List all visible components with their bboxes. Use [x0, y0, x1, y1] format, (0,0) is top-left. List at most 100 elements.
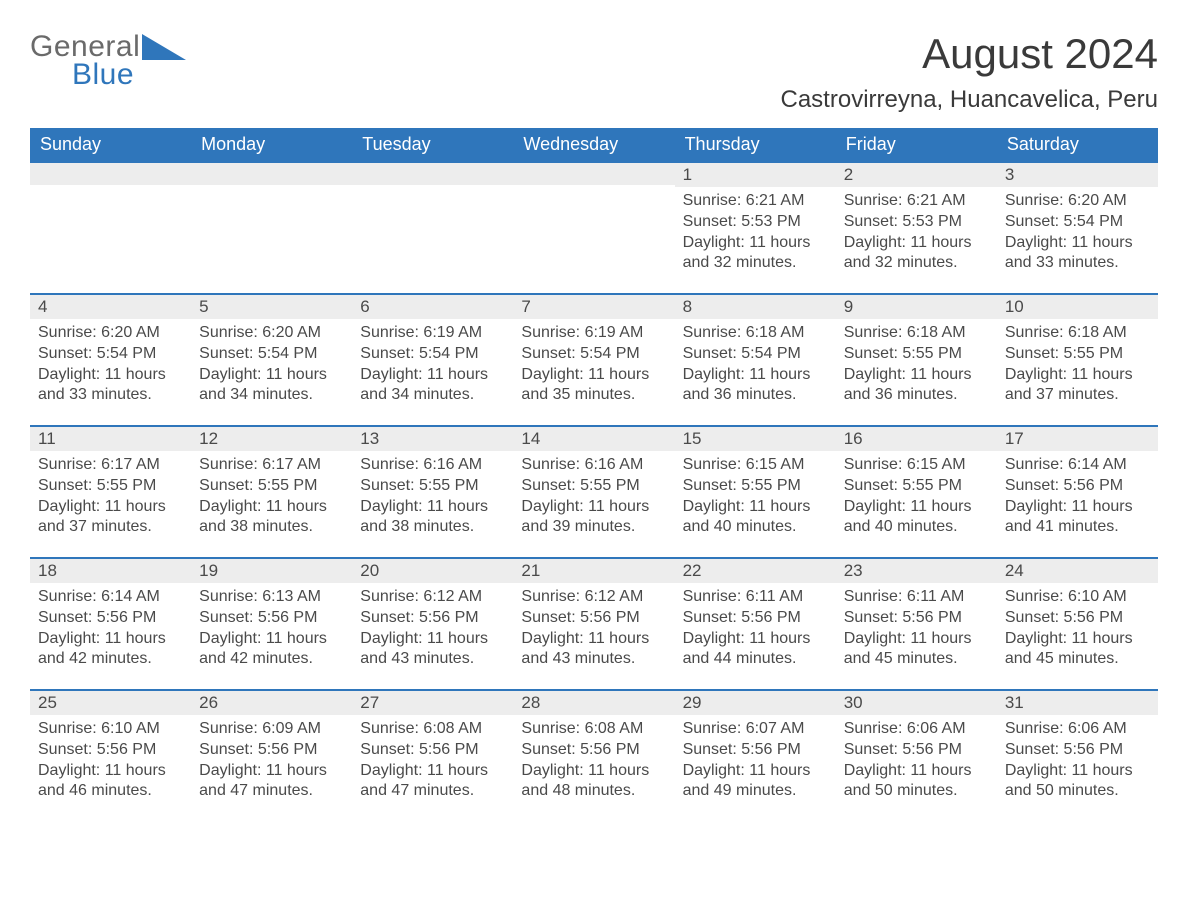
day-number-bar: 15 [675, 425, 836, 451]
calendar-day-cell: 7Sunrise: 6:19 AMSunset: 5:54 PMDaylight… [513, 293, 674, 425]
sunrise-text: Sunrise: 6:11 AM [683, 587, 828, 608]
calendar-day-cell: 10Sunrise: 6:18 AMSunset: 5:55 PMDayligh… [997, 293, 1158, 425]
calendar-day-cell: 27Sunrise: 6:08 AMSunset: 5:56 PMDayligh… [352, 689, 513, 821]
day-details: Sunrise: 6:08 AMSunset: 5:56 PMDaylight:… [513, 715, 674, 808]
day-details: Sunrise: 6:20 AMSunset: 5:54 PMDaylight:… [191, 319, 352, 412]
sunset-text: Sunset: 5:54 PM [360, 344, 505, 365]
weekday-header: Saturday [997, 128, 1158, 161]
daylight-line2: and 43 minutes. [521, 649, 666, 670]
daylight-line1: Daylight: 11 hours [844, 761, 989, 782]
calendar-day-cell: 31Sunrise: 6:06 AMSunset: 5:56 PMDayligh… [997, 689, 1158, 821]
sunrise-text: Sunrise: 6:21 AM [844, 191, 989, 212]
sunset-text: Sunset: 5:53 PM [683, 212, 828, 233]
daylight-line2: and 40 minutes. [683, 517, 828, 538]
daylight-line1: Daylight: 11 hours [1005, 629, 1150, 650]
daylight-line1: Daylight: 11 hours [844, 233, 989, 254]
calendar-day-cell [352, 161, 513, 293]
daylight-line1: Daylight: 11 hours [844, 497, 989, 518]
sunset-text: Sunset: 5:56 PM [1005, 740, 1150, 761]
weekday-header: Monday [191, 128, 352, 161]
calendar-day-cell: 20Sunrise: 6:12 AMSunset: 5:56 PMDayligh… [352, 557, 513, 689]
sunrise-text: Sunrise: 6:20 AM [199, 323, 344, 344]
day-details: Sunrise: 6:14 AMSunset: 5:56 PMDaylight:… [997, 451, 1158, 544]
calendar-day-cell: 11Sunrise: 6:17 AMSunset: 5:55 PMDayligh… [30, 425, 191, 557]
calendar-day-cell: 25Sunrise: 6:10 AMSunset: 5:56 PMDayligh… [30, 689, 191, 821]
day-number-bar: 13 [352, 425, 513, 451]
day-number-bar: 5 [191, 293, 352, 319]
daylight-line1: Daylight: 11 hours [199, 365, 344, 386]
daylight-line1: Daylight: 11 hours [360, 761, 505, 782]
sunrise-text: Sunrise: 6:17 AM [199, 455, 344, 476]
daylight-line2: and 38 minutes. [199, 517, 344, 538]
sunset-text: Sunset: 5:56 PM [199, 740, 344, 761]
day-details: Sunrise: 6:06 AMSunset: 5:56 PMDaylight:… [997, 715, 1158, 808]
calendar-day-cell: 28Sunrise: 6:08 AMSunset: 5:56 PMDayligh… [513, 689, 674, 821]
daylight-line1: Daylight: 11 hours [683, 761, 828, 782]
day-details: Sunrise: 6:17 AMSunset: 5:55 PMDaylight:… [30, 451, 191, 544]
day-details: Sunrise: 6:10 AMSunset: 5:56 PMDaylight:… [30, 715, 191, 808]
day-number-bar: 28 [513, 689, 674, 715]
sunrise-text: Sunrise: 6:21 AM [683, 191, 828, 212]
day-details: Sunrise: 6:19 AMSunset: 5:54 PMDaylight:… [352, 319, 513, 412]
sunrise-text: Sunrise: 6:07 AM [683, 719, 828, 740]
daylight-line2: and 38 minutes. [360, 517, 505, 538]
daylight-line1: Daylight: 11 hours [38, 761, 183, 782]
weekday-header: Sunday [30, 128, 191, 161]
sunset-text: Sunset: 5:55 PM [199, 476, 344, 497]
month-title: August 2024 [781, 30, 1159, 78]
sunset-text: Sunset: 5:56 PM [521, 740, 666, 761]
daylight-line2: and 43 minutes. [360, 649, 505, 670]
day-number-bar: 25 [30, 689, 191, 715]
calendar-week-row: 11Sunrise: 6:17 AMSunset: 5:55 PMDayligh… [30, 425, 1158, 557]
calendar-day-cell: 2Sunrise: 6:21 AMSunset: 5:53 PMDaylight… [836, 161, 997, 293]
day-details: Sunrise: 6:21 AMSunset: 5:53 PMDaylight:… [836, 187, 997, 280]
sunrise-text: Sunrise: 6:19 AM [360, 323, 505, 344]
calendar-day-cell: 29Sunrise: 6:07 AMSunset: 5:56 PMDayligh… [675, 689, 836, 821]
calendar-day-cell: 13Sunrise: 6:16 AMSunset: 5:55 PMDayligh… [352, 425, 513, 557]
calendar-day-cell: 14Sunrise: 6:16 AMSunset: 5:55 PMDayligh… [513, 425, 674, 557]
calendar-day-cell [30, 161, 191, 293]
day-number-bar: 30 [836, 689, 997, 715]
daylight-line2: and 36 minutes. [844, 385, 989, 406]
calendar-head: SundayMondayTuesdayWednesdayThursdayFrid… [30, 128, 1158, 161]
daylight-line2: and 37 minutes. [1005, 385, 1150, 406]
weekday-header: Thursday [675, 128, 836, 161]
day-number-bar: 18 [30, 557, 191, 583]
sunset-text: Sunset: 5:55 PM [38, 476, 183, 497]
sunrise-text: Sunrise: 6:08 AM [521, 719, 666, 740]
logo-triangle-icon [142, 34, 186, 60]
daylight-line2: and 39 minutes. [521, 517, 666, 538]
calendar-day-cell: 5Sunrise: 6:20 AMSunset: 5:54 PMDaylight… [191, 293, 352, 425]
day-details: Sunrise: 6:16 AMSunset: 5:55 PMDaylight:… [352, 451, 513, 544]
sunset-text: Sunset: 5:54 PM [683, 344, 828, 365]
daylight-line1: Daylight: 11 hours [521, 761, 666, 782]
day-details: Sunrise: 6:09 AMSunset: 5:56 PMDaylight:… [191, 715, 352, 808]
day-number-bar: 8 [675, 293, 836, 319]
sunrise-text: Sunrise: 6:10 AM [1005, 587, 1150, 608]
day-number-bar: 24 [997, 557, 1158, 583]
calendar-day-cell [513, 161, 674, 293]
sunset-text: Sunset: 5:56 PM [1005, 608, 1150, 629]
location-subtitle: Castrovirreyna, Huancavelica, Peru [781, 86, 1159, 114]
day-details: Sunrise: 6:12 AMSunset: 5:56 PMDaylight:… [352, 583, 513, 676]
daylight-line1: Daylight: 11 hours [683, 233, 828, 254]
daylight-line1: Daylight: 11 hours [199, 761, 344, 782]
sunrise-text: Sunrise: 6:11 AM [844, 587, 989, 608]
daylight-line2: and 50 minutes. [844, 781, 989, 802]
day-number-bar: 17 [997, 425, 1158, 451]
day-details: Sunrise: 6:18 AMSunset: 5:54 PMDaylight:… [675, 319, 836, 412]
calendar-day-cell: 12Sunrise: 6:17 AMSunset: 5:55 PMDayligh… [191, 425, 352, 557]
daylight-line1: Daylight: 11 hours [199, 629, 344, 650]
sunset-text: Sunset: 5:56 PM [360, 740, 505, 761]
calendar-day-cell: 21Sunrise: 6:12 AMSunset: 5:56 PMDayligh… [513, 557, 674, 689]
daylight-line1: Daylight: 11 hours [360, 497, 505, 518]
day-details: Sunrise: 6:17 AMSunset: 5:55 PMDaylight:… [191, 451, 352, 544]
daylight-line1: Daylight: 11 hours [199, 497, 344, 518]
daylight-line2: and 47 minutes. [199, 781, 344, 802]
daylight-line2: and 32 minutes. [844, 253, 989, 274]
daylight-line2: and 32 minutes. [683, 253, 828, 274]
day-number-bar: 11 [30, 425, 191, 451]
calendar-day-cell [191, 161, 352, 293]
calendar-week-row: 1Sunrise: 6:21 AMSunset: 5:53 PMDaylight… [30, 161, 1158, 293]
daylight-line1: Daylight: 11 hours [521, 497, 666, 518]
